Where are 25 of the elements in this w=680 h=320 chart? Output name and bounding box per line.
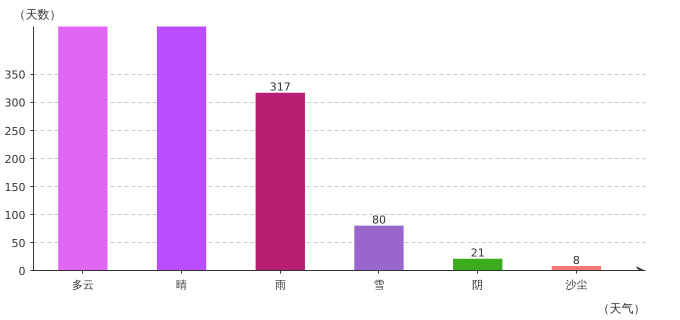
bar — [354, 226, 404, 270]
bar — [58, 26, 108, 270]
y-tick-label: 300 — [4, 96, 26, 110]
bar — [453, 258, 502, 270]
y-tick-label: 150 — [4, 180, 26, 194]
data-label: 21 — [470, 246, 485, 260]
bar — [156, 26, 206, 270]
data-label: 317 — [270, 80, 291, 94]
bar — [256, 92, 305, 270]
y-tick-label: 50 — [12, 236, 26, 250]
data-label: 80 — [372, 214, 386, 227]
y-tick-label: 0 — [18, 265, 26, 278]
x-tick-label: 晴 — [176, 278, 188, 292]
x-axis-title: （天气） — [598, 302, 646, 316]
x-tick-label: 雨 — [274, 278, 286, 292]
y-axis-title: （天数） — [14, 8, 62, 22]
y-tick-label: 350 — [4, 68, 26, 82]
x-tick-label: 阴 — [472, 278, 484, 292]
y-tick-label: 100 — [4, 208, 26, 222]
x-tick-label: 沙尘 — [565, 278, 588, 292]
x-tick-label: 雪 — [373, 278, 384, 292]
y-tick-label: 250 — [4, 124, 26, 138]
x-tick-label: 多云 — [72, 278, 94, 292]
y-tick-label: 200 — [4, 152, 26, 166]
data-label: 8 — [572, 254, 580, 268]
